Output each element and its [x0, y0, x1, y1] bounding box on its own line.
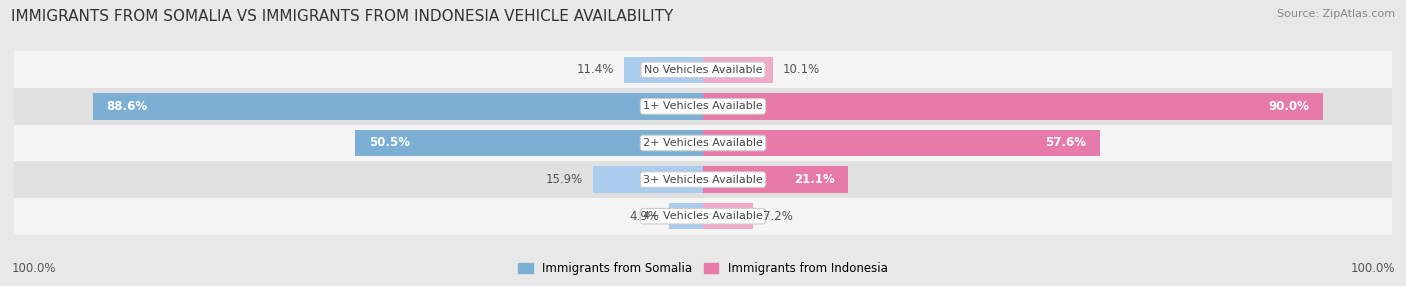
Bar: [356, 130, 703, 156]
Bar: [93, 93, 703, 120]
Bar: [14, 125, 1392, 161]
Bar: [624, 57, 703, 83]
Bar: [703, 130, 1099, 156]
Bar: [703, 203, 752, 229]
Text: 3+ Vehicles Available: 3+ Vehicles Available: [643, 175, 763, 184]
Text: 100.0%: 100.0%: [1350, 262, 1395, 275]
Bar: [14, 88, 1392, 125]
Text: 100.0%: 100.0%: [11, 262, 56, 275]
Text: 4.9%: 4.9%: [628, 210, 659, 223]
Bar: [14, 51, 1392, 88]
Text: 90.0%: 90.0%: [1268, 100, 1309, 113]
Legend: Immigrants from Somalia, Immigrants from Indonesia: Immigrants from Somalia, Immigrants from…: [513, 257, 893, 280]
Text: 88.6%: 88.6%: [107, 100, 148, 113]
Text: 1+ Vehicles Available: 1+ Vehicles Available: [643, 102, 763, 111]
Text: 15.9%: 15.9%: [546, 173, 583, 186]
Text: 21.1%: 21.1%: [794, 173, 835, 186]
Bar: [593, 166, 703, 193]
Text: Source: ZipAtlas.com: Source: ZipAtlas.com: [1277, 9, 1395, 19]
Bar: [703, 166, 848, 193]
Text: 2+ Vehicles Available: 2+ Vehicles Available: [643, 138, 763, 148]
Text: 57.6%: 57.6%: [1045, 136, 1085, 150]
Bar: [703, 93, 1323, 120]
Text: 50.5%: 50.5%: [368, 136, 411, 150]
Text: 11.4%: 11.4%: [576, 63, 614, 76]
Text: No Vehicles Available: No Vehicles Available: [644, 65, 762, 75]
Text: 10.1%: 10.1%: [783, 63, 820, 76]
Text: IMMIGRANTS FROM SOMALIA VS IMMIGRANTS FROM INDONESIA VEHICLE AVAILABILITY: IMMIGRANTS FROM SOMALIA VS IMMIGRANTS FR…: [11, 9, 673, 23]
Text: 7.2%: 7.2%: [763, 210, 793, 223]
Bar: [14, 198, 1392, 235]
Bar: [703, 57, 772, 83]
Text: 4+ Vehicles Available: 4+ Vehicles Available: [643, 211, 763, 221]
Bar: [14, 161, 1392, 198]
Bar: [669, 203, 703, 229]
